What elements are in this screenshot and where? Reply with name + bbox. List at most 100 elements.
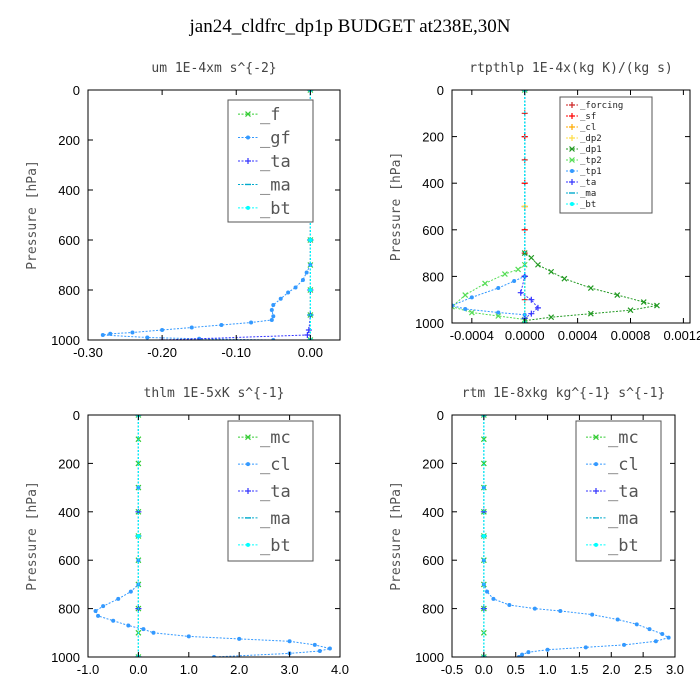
data-point [507,602,512,607]
data-point [480,654,487,657]
x-tick-label: 0.5 [507,662,525,677]
data-point [485,589,490,594]
x-tick-label: 4.0 [331,662,349,677]
data-point [135,654,142,657]
legend-entry: _ma [260,175,291,195]
data-point [305,327,312,333]
legend-marker [569,124,575,130]
data-point [634,622,639,627]
data-point [101,604,106,609]
y-tick-label: 800 [58,283,80,298]
data-point [130,330,135,335]
x-tick-label: 2.5 [634,662,652,677]
data-point [496,286,501,291]
data-point [627,307,634,314]
x-tick-label: 2.0 [230,662,248,677]
legend-entry: _cl [260,455,291,475]
data-point [308,288,313,292]
legend-entry: _ta [580,178,596,188]
data-point [269,308,274,312]
figure-title: jan24_cldfrc_dp1p BUDGET at238E,30N [189,16,511,37]
legend-marker [245,111,251,118]
data-point [189,325,194,330]
y-tick-label: 400 [58,505,80,520]
y-tick-label: 0 [437,408,444,423]
y-tick-label: 0 [437,83,444,98]
data-point [660,632,665,637]
data-point [480,436,487,443]
y-tick-label: 1000 [415,650,444,665]
data-point [312,642,317,647]
data-point [528,310,535,317]
x-tick-label: -1.0 [77,662,99,677]
data-point [293,285,298,290]
data-point [135,415,142,418]
data-point [287,639,292,644]
y-axis-label: Pressure [hPa] [25,160,40,270]
x-tick-label: 2.0 [602,662,620,677]
data-point [136,485,141,490]
data-point [532,606,537,611]
data-point [160,328,165,332]
y-tick-label: 600 [58,553,80,568]
data-point [128,589,133,594]
y-tick-label: 400 [58,183,80,198]
data-point [469,295,474,300]
data-point [517,289,524,296]
legend-marker [569,113,575,119]
y-tick-label: 600 [422,553,444,568]
legend-marker [570,202,574,206]
legend-marker [245,488,251,494]
data-point [666,635,671,640]
x-tick-label: 0.0000 [505,328,545,343]
x-tick-label: -0.20 [147,345,177,360]
data-point [249,320,254,325]
y-tick-label: 1000 [51,333,80,348]
data-point [558,609,563,614]
legend-marker [593,488,599,494]
data-point [521,90,528,93]
y-tick-label: 200 [58,133,80,148]
data-point [615,617,620,622]
legend-marker [569,102,575,108]
data-point [515,266,522,273]
legend-marker [246,462,250,467]
data-point [548,314,555,321]
legend: _mc _cl _ta _ma _bt [575,420,662,562]
data-point [151,630,156,635]
panel-title: um 1E-4xm s^{-2} [151,61,276,76]
data-point [108,331,113,336]
legend-marker [570,169,574,173]
series-group [480,415,671,657]
legend-marker [245,158,251,164]
data-point [308,238,313,242]
plot-frame [87,89,341,341]
y-tick-label: 400 [422,176,444,191]
data-point [520,652,525,657]
chart-panel-4: rtm 1E-8xkg kg^{-1} s^{-1} Pressure [hPa]… [389,386,684,677]
series-line-tp2 [452,90,526,320]
data-point [93,609,98,614]
legend-entry: _mc [608,428,639,448]
legend-entry: _ta [608,482,639,502]
x-tick-label: -0.0004 [450,328,494,343]
data-point [653,639,658,644]
plot-frame [87,414,341,658]
legend-entry: _tp2 [580,156,602,166]
data-point [141,627,146,632]
data-point [271,303,276,307]
x-tick-label: 0.0004 [558,328,598,343]
data-point [587,310,594,317]
data-point [111,618,116,623]
data-point [300,278,305,282]
data-point [307,337,314,340]
legend-entry: _ta [260,152,291,172]
data-point [521,250,528,257]
data-point [463,307,468,312]
y-tick-label: 600 [58,233,80,248]
data-point [462,292,469,298]
data-point [304,332,311,338]
x-tick-label: 1.0 [539,662,557,677]
data-point [481,534,486,538]
